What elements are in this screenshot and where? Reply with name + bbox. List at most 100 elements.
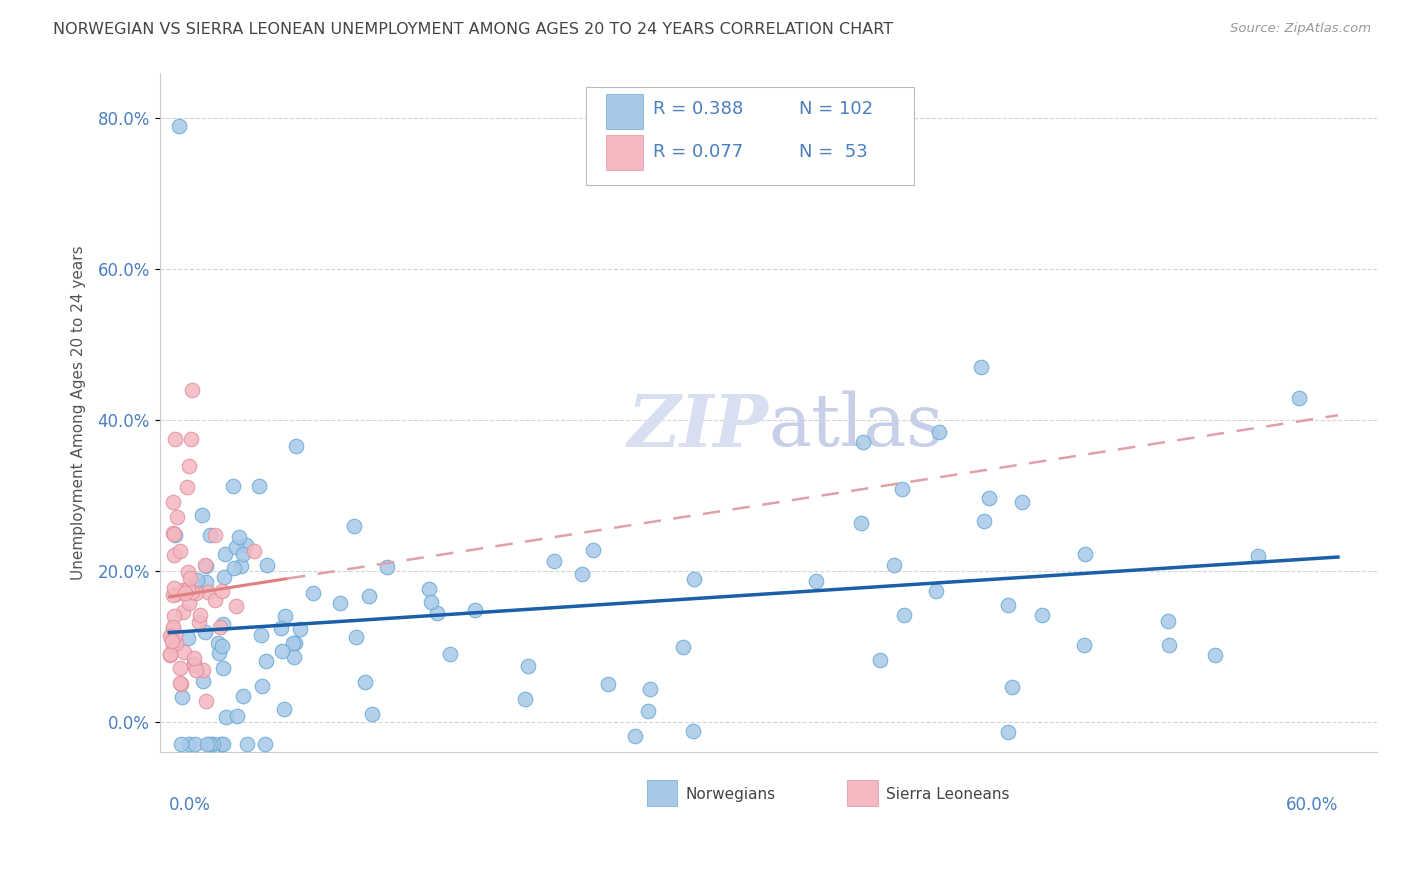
Point bbox=[375, 560, 398, 574]
Point bbox=[170, 690, 193, 704]
Point bbox=[159, 648, 181, 662]
Point bbox=[343, 519, 366, 533]
Text: atlas: atlas bbox=[768, 391, 943, 461]
Point bbox=[464, 603, 486, 617]
Text: R = 0.077: R = 0.077 bbox=[652, 144, 742, 161]
Point bbox=[211, 737, 233, 751]
Point bbox=[162, 628, 184, 642]
Point bbox=[172, 605, 194, 619]
Point bbox=[202, 737, 225, 751]
Point bbox=[516, 658, 538, 673]
Point bbox=[177, 737, 200, 751]
Point bbox=[891, 483, 914, 497]
Point bbox=[418, 582, 440, 597]
Point bbox=[169, 543, 191, 558]
Point bbox=[181, 383, 204, 397]
Point bbox=[806, 574, 828, 588]
Point bbox=[159, 648, 181, 662]
Point bbox=[285, 439, 308, 453]
Point bbox=[361, 706, 384, 721]
Point bbox=[973, 514, 995, 528]
Point bbox=[176, 480, 198, 494]
Text: Source: ZipAtlas.com: Source: ZipAtlas.com bbox=[1230, 22, 1371, 36]
FancyBboxPatch shape bbox=[848, 780, 877, 806]
Point bbox=[254, 654, 277, 668]
Point bbox=[214, 547, 236, 561]
Point bbox=[195, 694, 218, 708]
Point bbox=[426, 606, 449, 620]
Point bbox=[1157, 638, 1180, 652]
Point bbox=[195, 737, 218, 751]
Point bbox=[637, 704, 659, 718]
Point bbox=[166, 509, 188, 524]
Point bbox=[169, 661, 191, 675]
Point bbox=[1073, 638, 1095, 652]
Point bbox=[194, 625, 217, 640]
Point bbox=[283, 649, 305, 664]
Point bbox=[281, 635, 304, 649]
Text: Sierra Leoneans: Sierra Leoneans bbox=[886, 787, 1010, 802]
Text: ZIP: ZIP bbox=[627, 391, 768, 461]
Point bbox=[186, 573, 208, 587]
Point bbox=[1157, 615, 1180, 629]
Point bbox=[183, 737, 205, 751]
Point bbox=[197, 585, 219, 599]
Point bbox=[208, 620, 231, 634]
Text: NORWEGIAN VS SIERRA LEONEAN UNEMPLOYMENT AMONG AGES 20 TO 24 YEARS CORRELATION C: NORWEGIAN VS SIERRA LEONEAN UNEMPLOYMENT… bbox=[53, 22, 894, 37]
Point bbox=[204, 527, 226, 541]
Point bbox=[173, 645, 195, 659]
Point bbox=[208, 646, 231, 660]
Point bbox=[181, 584, 204, 599]
Point bbox=[359, 589, 381, 603]
Point bbox=[162, 620, 184, 634]
Point bbox=[883, 558, 905, 573]
Point bbox=[970, 360, 993, 375]
Point bbox=[162, 588, 184, 602]
Point bbox=[169, 676, 191, 690]
Point bbox=[186, 585, 208, 599]
Point bbox=[256, 558, 278, 572]
Point bbox=[165, 527, 187, 541]
Point bbox=[354, 674, 377, 689]
Point bbox=[207, 636, 229, 650]
Point bbox=[162, 638, 184, 652]
Point bbox=[1074, 548, 1097, 562]
Point bbox=[1204, 648, 1226, 662]
Point bbox=[198, 737, 221, 751]
Point bbox=[683, 572, 706, 586]
Text: 60.0%: 60.0% bbox=[1285, 796, 1339, 814]
Point bbox=[598, 677, 620, 691]
Point bbox=[163, 526, 186, 541]
Point bbox=[582, 543, 605, 558]
Point bbox=[852, 434, 875, 449]
Point bbox=[1001, 680, 1024, 694]
Point bbox=[225, 540, 247, 554]
Point bbox=[162, 495, 184, 509]
Text: R = 0.388: R = 0.388 bbox=[652, 100, 742, 118]
Point bbox=[682, 724, 704, 739]
Y-axis label: Unemployment Among Ages 20 to 24 years: Unemployment Among Ages 20 to 24 years bbox=[72, 245, 86, 580]
Point bbox=[179, 596, 201, 610]
Point bbox=[212, 570, 235, 584]
Text: 0.0%: 0.0% bbox=[169, 796, 211, 814]
Point bbox=[543, 554, 565, 568]
Point bbox=[212, 616, 235, 631]
Point bbox=[893, 608, 915, 623]
Point bbox=[225, 599, 247, 613]
Point bbox=[195, 558, 218, 573]
Point bbox=[200, 528, 222, 542]
Point bbox=[1011, 494, 1033, 508]
Point bbox=[212, 661, 235, 675]
Point bbox=[672, 640, 695, 655]
Point bbox=[172, 583, 194, 598]
Point bbox=[513, 692, 536, 706]
Point bbox=[247, 479, 270, 493]
Point bbox=[270, 621, 292, 635]
FancyBboxPatch shape bbox=[647, 780, 676, 806]
Point bbox=[229, 558, 252, 573]
Point bbox=[235, 538, 257, 552]
Text: N = 102: N = 102 bbox=[799, 100, 873, 118]
Point bbox=[167, 119, 190, 133]
Point bbox=[1247, 549, 1270, 563]
Point bbox=[638, 681, 661, 696]
